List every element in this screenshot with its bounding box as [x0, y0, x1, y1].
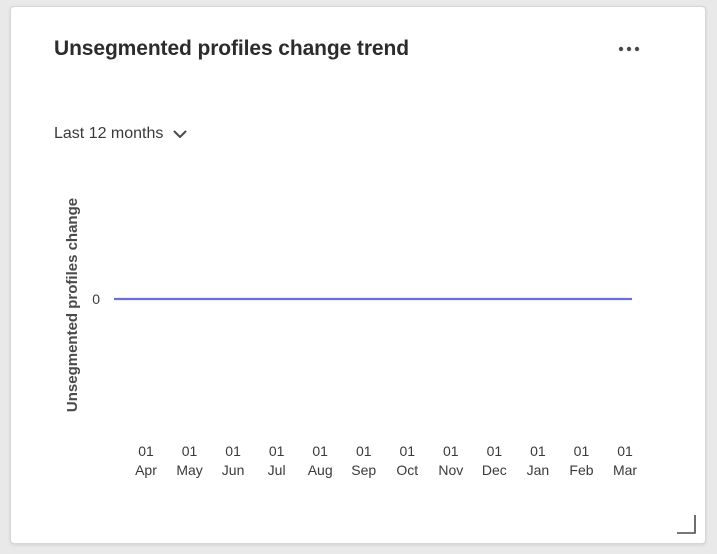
trend-chart: Unsegmented profiles change 0 01 Apr 01 May… [64, 198, 637, 478]
more-actions-button[interactable] [611, 35, 647, 63]
x-tick-label: 01 Sep [351, 443, 376, 478]
x-tick-label: 01 Jun [222, 443, 245, 478]
x-tick-label: 01 Jan [527, 443, 550, 478]
date-range-picker[interactable]: Last 12 months [54, 125, 187, 143]
x-tick-label: 01 Feb [569, 443, 593, 478]
x-tick-label: 01 Dec [482, 443, 507, 478]
chevron-down-icon [173, 130, 187, 138]
x-tick-label: 01 Mar [613, 443, 637, 478]
y-axis-label: Unsegmented profiles change [64, 198, 81, 412]
x-tick-label: 01 Nov [438, 443, 463, 478]
more-horizontal-icon [618, 46, 640, 52]
x-tick-label: 01 Apr [135, 443, 157, 478]
card-title: Unsegmented profiles change trend [54, 37, 409, 60]
trend-card: Unsegmented profiles change trend Last 1… [10, 6, 706, 544]
y-tick-label: 0 [92, 291, 100, 307]
x-tick-label: 01 Jul [268, 443, 286, 478]
x-tick-label: 01 Oct [396, 443, 418, 478]
x-tick-label: 01 Aug [308, 443, 333, 478]
date-range-value: Last 12 months [54, 125, 164, 142]
resize-corner-icon[interactable] [675, 513, 697, 535]
x-tick-label: 01 May [176, 443, 202, 478]
